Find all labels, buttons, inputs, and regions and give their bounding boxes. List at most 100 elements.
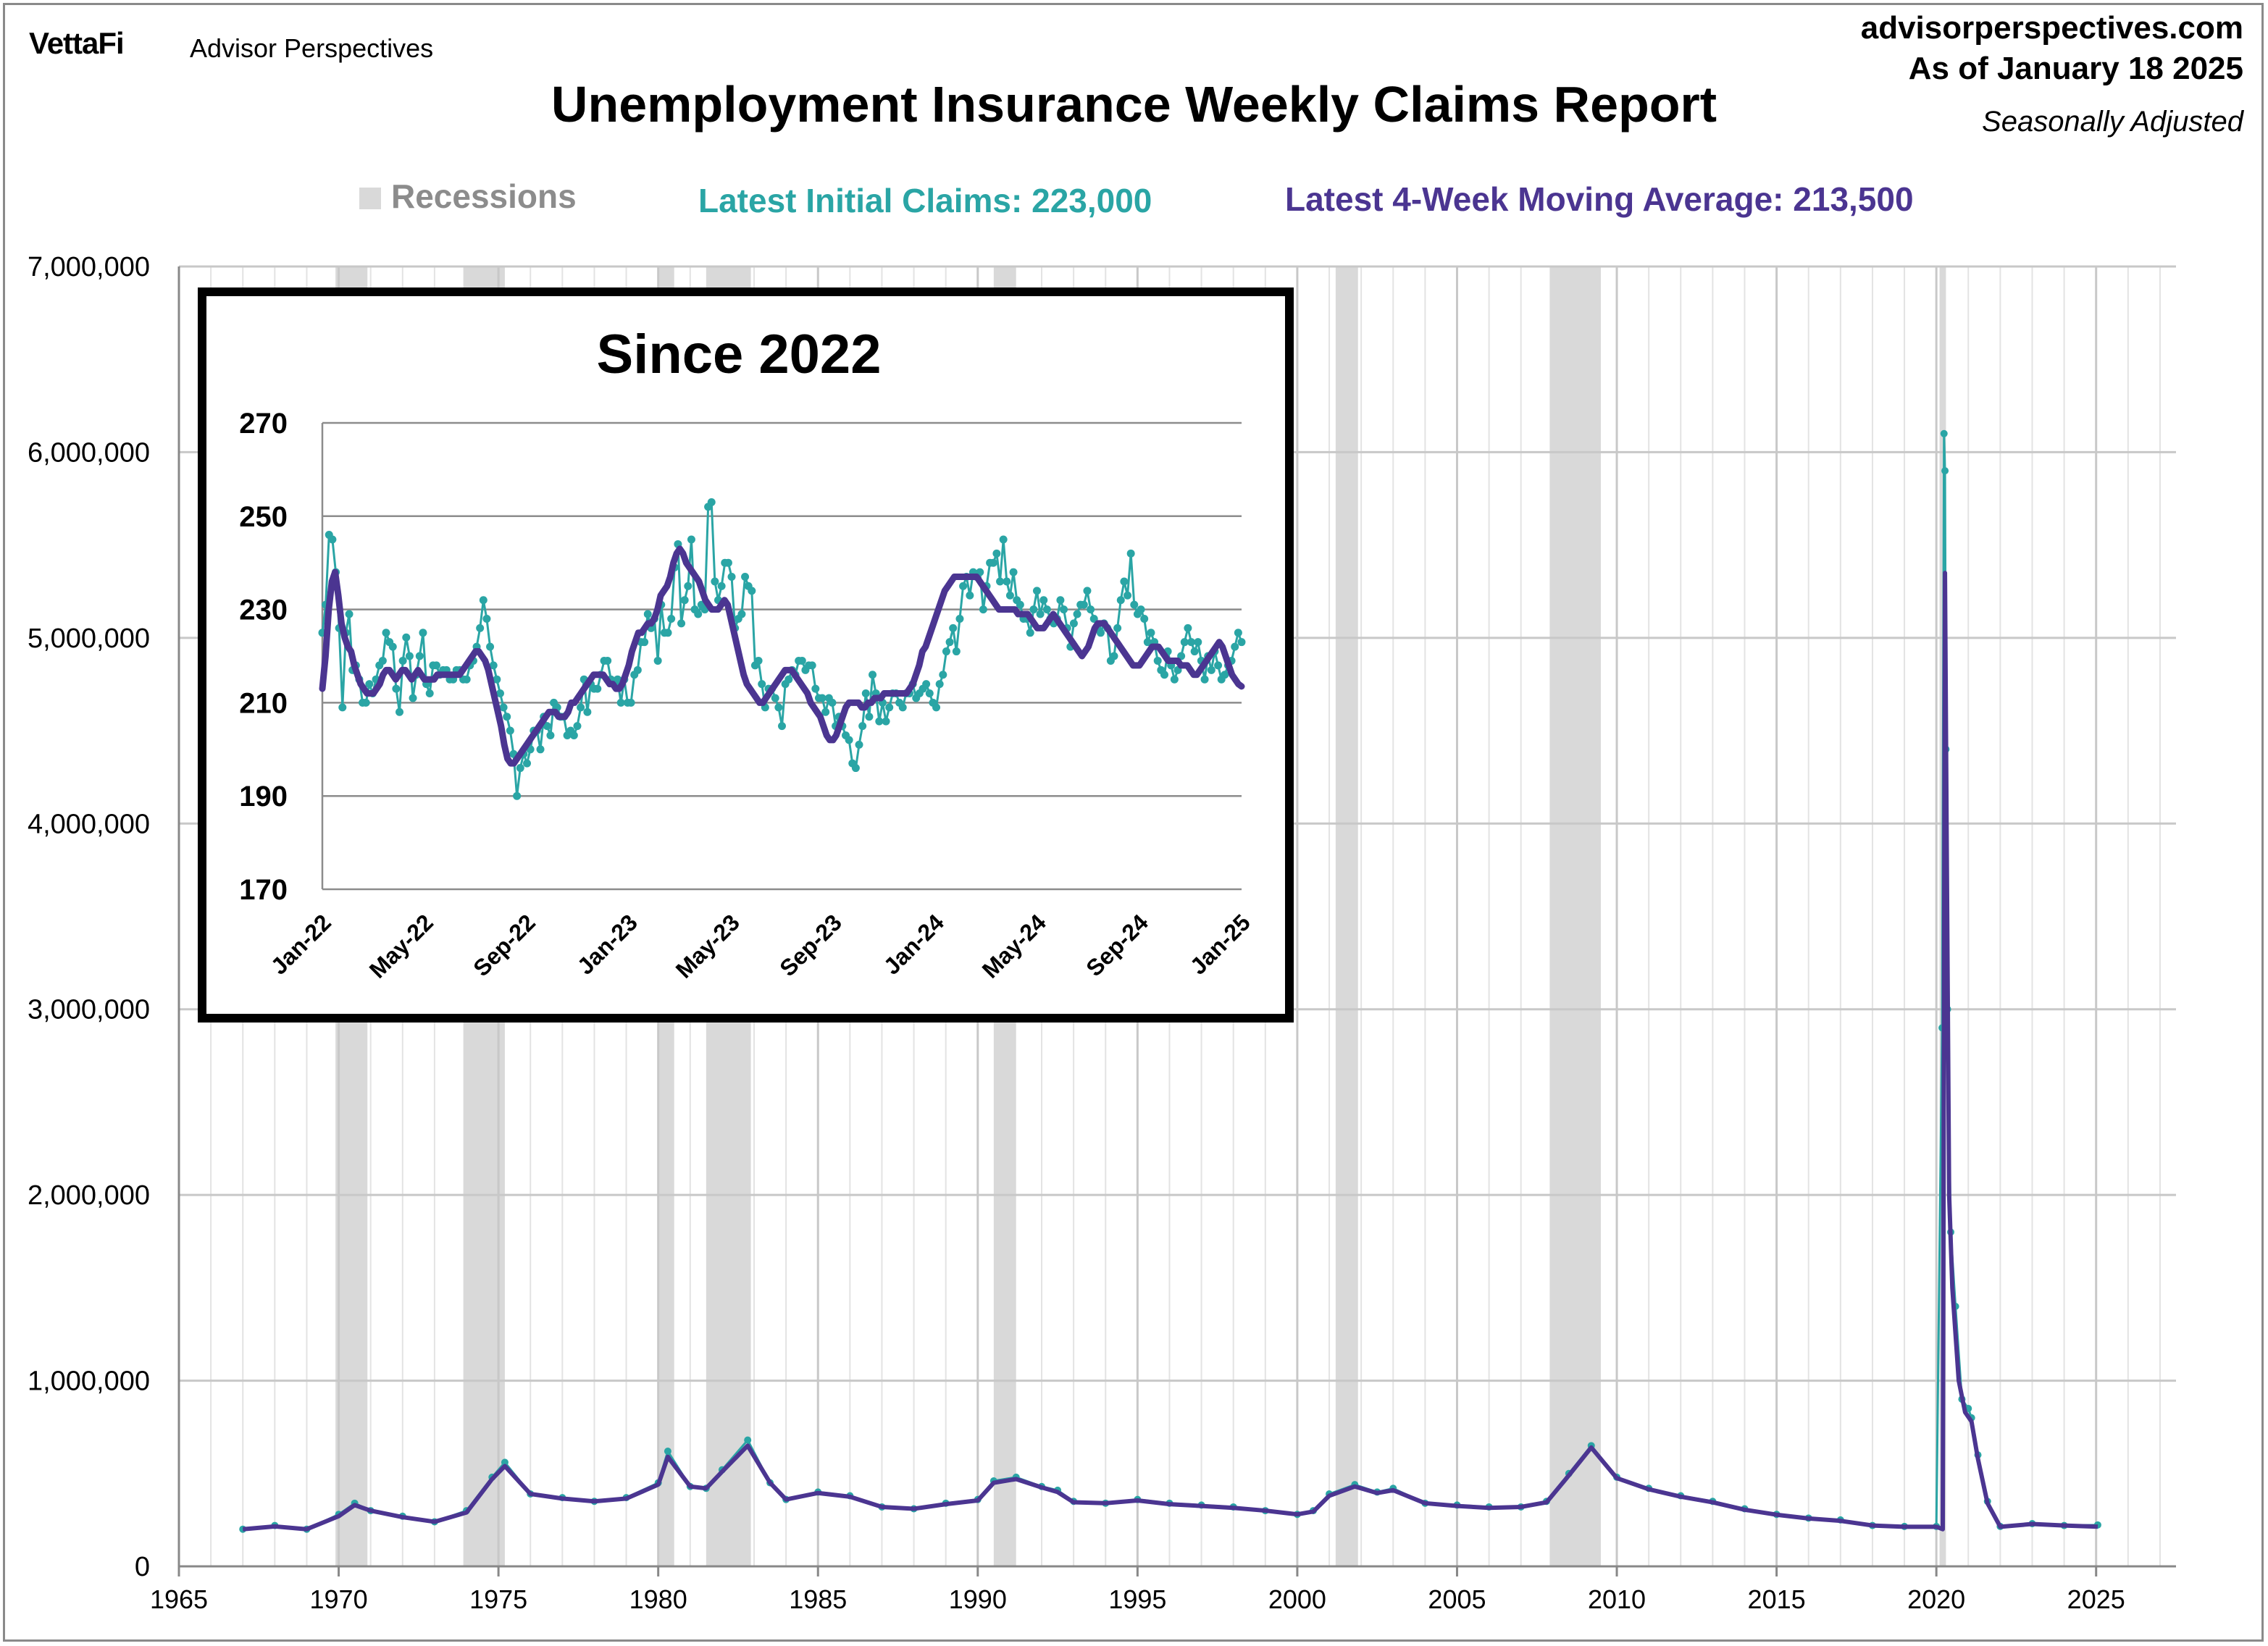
initial-claims-point (744, 1436, 752, 1444)
inset-initial-claims-point (523, 759, 532, 768)
inset-initial-claims-point (476, 623, 485, 632)
inset-initial-claims-point (754, 656, 763, 665)
vettafi-logo: VettaFi (29, 26, 125, 60)
inset-initial-claims-point (462, 675, 471, 684)
inset-initial-claims-point (493, 675, 501, 684)
inset-initial-claims-point (939, 671, 947, 679)
inset-initial-claims-point (711, 577, 719, 586)
inset-initial-claims-point (989, 558, 997, 567)
inset-initial-claims-point (577, 703, 585, 712)
y-tick-label: 4,000,000 (28, 809, 150, 839)
inset-moving-average-line (319, 545, 1245, 767)
initial-claims-point (1940, 429, 1948, 437)
y-tick-label: 6,000,000 (28, 437, 150, 468)
inset-initial-claims-point (925, 689, 934, 698)
inset-initial-claims-point (861, 689, 870, 698)
inset-initial-claims-point (687, 535, 695, 544)
inset-initial-claims-point (818, 694, 827, 702)
inset-initial-claims-point (955, 614, 964, 623)
inset-initial-claims-point (1005, 591, 1014, 600)
inset-initial-claims-point (851, 764, 860, 773)
inset-initial-claims-point (1032, 587, 1041, 595)
inset-initial-claims-point (1009, 568, 1018, 576)
inset-initial-claims-point (543, 722, 551, 731)
inset-initial-claims-point (875, 717, 884, 726)
inset-initial-claims-point (1234, 629, 1242, 637)
inset-initial-claims-point (415, 652, 424, 660)
inset-initial-claims-point (1207, 665, 1215, 674)
inset-initial-claims-point (569, 731, 578, 739)
y-tick-label: 1,000,000 (28, 1366, 150, 1397)
legend-recessions: Recessions (359, 177, 577, 216)
inset-initial-claims-point (664, 629, 672, 637)
inset-initial-claims-point (486, 642, 495, 651)
inset-initial-claims-point (1140, 614, 1149, 623)
inset-initial-claims-point (1113, 623, 1122, 632)
inset-initial-claims-point (811, 684, 820, 693)
inset-initial-claims-point (1120, 577, 1129, 586)
inset-initial-claims-point (1190, 647, 1199, 656)
inset-initial-claims-point (771, 694, 779, 702)
inset-initial-claims-point (748, 587, 756, 595)
inset-initial-claims-point (717, 581, 726, 590)
inset-initial-claims-point (882, 717, 890, 726)
inset-initial-claims-point (328, 535, 337, 544)
inset-initial-claims-point (536, 745, 545, 754)
inset-y-tick-label: 170 (239, 874, 288, 906)
legend-initial-claims: Latest Initial Claims: 223,000 (698, 182, 1152, 219)
inset-initial-claims-point (945, 638, 954, 647)
y-tick-label: 7,000,000 (28, 252, 150, 282)
as-of-date: As of January 18 2025 (1908, 51, 2243, 86)
inset-initial-claims-point (516, 764, 524, 773)
inset-title: Since 2022 (597, 324, 882, 385)
inset-initial-claims-point (503, 713, 511, 721)
y-tick-label: 3,000,000 (28, 995, 150, 1025)
inset-initial-claims-point (396, 707, 404, 716)
x-tick-label: 1985 (789, 1584, 847, 1614)
inset-initial-claims-point (627, 698, 635, 707)
initial-claims-point (1941, 467, 1949, 475)
inset-initial-claims-point (1237, 638, 1246, 647)
inset-initial-claims-point (388, 642, 397, 651)
inset-initial-claims-point (495, 689, 504, 698)
y-tick-label: 2,000,000 (28, 1180, 150, 1211)
inset-initial-claims-point (506, 726, 514, 735)
inset-initial-claims-point (1042, 605, 1051, 614)
inset-initial-claims-point (640, 638, 649, 647)
inset-initial-claims-point (603, 656, 612, 665)
inset-initial-claims-point (885, 703, 894, 712)
x-tick-label: 1965 (150, 1584, 208, 1614)
recession-swatch (359, 188, 381, 209)
inset-initial-claims-point (546, 731, 555, 739)
inset-initial-claims-point (828, 698, 837, 707)
inset-initial-claims-point (1039, 596, 1048, 605)
x-tick-label: 1990 (949, 1584, 1007, 1614)
inset-initial-claims-point (402, 633, 411, 642)
inset-initial-claims-point (798, 656, 806, 665)
inset-initial-claims-point (1026, 629, 1034, 637)
inset-initial-claims-point (409, 694, 417, 702)
inset-initial-claims-point (758, 680, 766, 689)
x-tick-label: 2015 (1748, 1584, 1806, 1614)
inset-initial-claims-point (1083, 587, 1092, 595)
inset-initial-claims-point (1160, 671, 1168, 679)
inset-initial-claims-point (1029, 605, 1038, 614)
x-tick-label: 2025 (2067, 1584, 2125, 1614)
inset-initial-claims-point (425, 689, 434, 698)
inset-initial-claims-point (479, 596, 488, 605)
x-tick-label: 1970 (310, 1584, 368, 1614)
inset-initial-claims-point (966, 591, 974, 600)
inset-initial-claims-point (808, 661, 816, 670)
inset-initial-claims-point (1110, 652, 1118, 660)
inset-initial-claims-point (677, 619, 686, 628)
inset-initial-claims-point (1096, 629, 1105, 637)
inset-initial-claims-point (1214, 661, 1223, 670)
inset-initial-claims-point (573, 722, 582, 731)
inset-initial-claims-point (996, 577, 1005, 586)
inset-initial-claims-point (724, 558, 732, 567)
inset-initial-claims-point (1194, 638, 1202, 647)
inset-initial-claims-point (419, 629, 427, 637)
inset-initial-claims-point (653, 656, 662, 665)
inset-initial-claims-point (1079, 600, 1088, 609)
